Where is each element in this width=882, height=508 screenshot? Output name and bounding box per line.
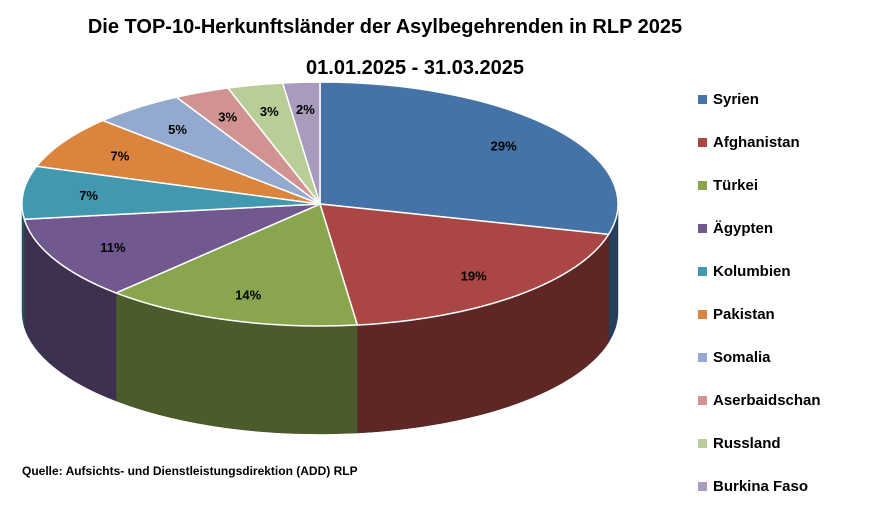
- pie-side-kolumbien: [21, 203, 25, 328]
- legend-swatch: [698, 396, 707, 405]
- pie-slice-turkei: [115, 203, 359, 327]
- pie-slice-syrien: [319, 81, 619, 236]
- chart-subtitle: 01.01.2025 - 31.03.2025: [306, 57, 524, 79]
- data-label-aserbaidschan: 3%: [218, 110, 237, 125]
- data-label-syrien: 29%: [491, 139, 517, 154]
- data-label-turkei: 14%: [235, 288, 261, 303]
- pie-slice-burkina-faso: [281, 81, 321, 205]
- legend-swatch: [698, 310, 707, 319]
- legend-swatch: [698, 224, 707, 233]
- legend-label: Ägypten: [713, 220, 773, 237]
- legend-label: Aserbaidschan: [713, 392, 821, 409]
- legend-label: Türkei: [713, 177, 759, 194]
- data-label-burkina-faso: 2%: [296, 102, 315, 117]
- legend-label: Syrien: [713, 91, 759, 108]
- legend-swatch: [698, 95, 707, 104]
- legend-item-syrien: Syrien: [698, 78, 878, 121]
- legend-swatch: [698, 439, 707, 448]
- pie-slice-pakistan: [35, 119, 321, 205]
- data-label-russland: 3%: [260, 104, 279, 119]
- data-label-agypten: 11%: [100, 240, 126, 255]
- pie-chart: 29% 19% 14% 11% 7% 7% 5% 3% 3% 2%: [21, 81, 619, 435]
- pie-slice-agypten: [23, 203, 321, 294]
- legend-item-somalia: Somalia: [698, 336, 878, 379]
- legend-label: Somalia: [713, 349, 771, 366]
- legend-item-kolumbien: Kolumbien: [698, 250, 878, 293]
- legend-item-aserbaidschan: Aserbaidschan: [698, 379, 878, 422]
- legend-swatch: [698, 181, 707, 190]
- pie-slices: [21, 81, 619, 327]
- legend-label: Russland: [713, 435, 781, 452]
- legend-swatch: [698, 353, 707, 362]
- legend-item-burkina-faso: Burkina Faso: [698, 465, 878, 508]
- legend-label: Afghanistan: [713, 134, 800, 151]
- legend-swatch: [698, 482, 707, 491]
- legend-swatch: [698, 138, 707, 147]
- legend-item-agypten: Ägypten: [698, 207, 878, 250]
- pie-slice-kolumbien: [21, 165, 321, 221]
- legend-item-turkei: Türkei: [698, 164, 878, 207]
- chart-title: Die TOP-10-Herkunftsländer der Asylbegeh…: [87, 16, 683, 38]
- data-label-afghanistan: 19%: [461, 268, 487, 283]
- legend: Syrien Afghanistan Türkei Ägypten Kolumbien P…: [698, 78, 878, 508]
- pie-slice-afghanistan: [319, 203, 610, 326]
- legend-swatch: [698, 267, 707, 276]
- data-label-kolumbien: 7%: [79, 188, 98, 203]
- legend-label: Burkina Faso: [713, 478, 809, 495]
- legend-label: Kolumbien: [713, 263, 791, 280]
- data-label-pakistan: 7%: [111, 149, 130, 164]
- pie-data-labels: 29% 19% 14% 11% 7% 7% 5% 3% 3% 2%: [79, 102, 517, 303]
- legend-label: Pakistan: [713, 306, 775, 323]
- source-note: Quelle: Aufsichts- und Dienstleistungsdi…: [22, 464, 358, 478]
- legend-item-pakistan: Pakistan: [698, 293, 878, 336]
- data-label-somalia: 5%: [168, 122, 187, 137]
- legend-item-russland: Russland: [698, 422, 878, 465]
- legend-item-afghanistan: Afghanistan: [698, 121, 878, 164]
